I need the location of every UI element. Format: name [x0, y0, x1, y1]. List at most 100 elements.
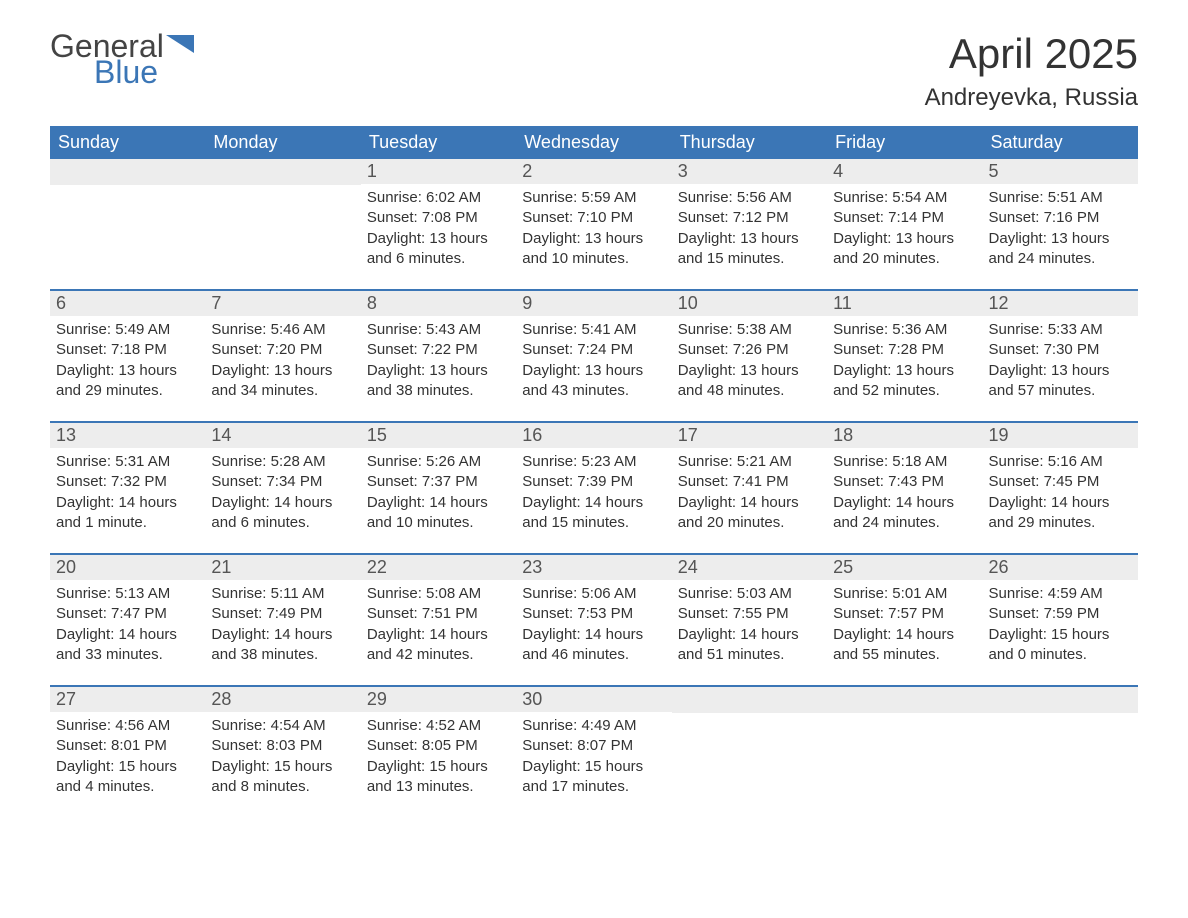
sunrise-text: Sunrise: 5:46 AM — [211, 320, 354, 340]
sunset-text: Sunset: 7:45 PM — [989, 472, 1132, 492]
sunset-text: Sunset: 7:16 PM — [989, 208, 1132, 228]
day-cell: 25Sunrise: 5:01 AMSunset: 7:57 PMDayligh… — [827, 555, 982, 685]
sunrise-text: Sunrise: 5:08 AM — [367, 584, 510, 604]
sunset-text: Sunset: 8:07 PM — [522, 736, 665, 756]
day-number: 25 — [827, 555, 982, 580]
calendar: Sunday Monday Tuesday Wednesday Thursday… — [50, 126, 1138, 817]
day-number-bar-empty — [827, 687, 982, 713]
daylight-text: Daylight: 15 hours and 13 minutes. — [367, 757, 510, 798]
daylight-text: Daylight: 14 hours and 15 minutes. — [522, 493, 665, 534]
day-number-bar-empty — [983, 687, 1138, 713]
sunset-text: Sunset: 7:51 PM — [367, 604, 510, 624]
day-number: 6 — [50, 291, 205, 316]
sunrise-text: Sunrise: 5:28 AM — [211, 452, 354, 472]
sunrise-text: Sunrise: 5:06 AM — [522, 584, 665, 604]
sunrise-text: Sunrise: 5:54 AM — [833, 188, 976, 208]
day-cell: 17Sunrise: 5:21 AMSunset: 7:41 PMDayligh… — [672, 423, 827, 553]
location-label: Andreyevka, Russia — [925, 84, 1138, 112]
daylight-text: Daylight: 15 hours and 17 minutes. — [522, 757, 665, 798]
day-number-bar-empty — [50, 159, 205, 185]
day-cell: 28Sunrise: 4:54 AMSunset: 8:03 PMDayligh… — [205, 687, 360, 817]
day-number: 30 — [516, 687, 671, 712]
day-cell: 11Sunrise: 5:36 AMSunset: 7:28 PMDayligh… — [827, 291, 982, 421]
sunrise-text: Sunrise: 5:51 AM — [989, 188, 1132, 208]
sunrise-text: Sunrise: 5:31 AM — [56, 452, 199, 472]
daylight-text: Daylight: 13 hours and 57 minutes. — [989, 361, 1132, 402]
daylight-text: Daylight: 14 hours and 6 minutes. — [211, 493, 354, 534]
sunset-text: Sunset: 7:47 PM — [56, 604, 199, 624]
day-cell: 6Sunrise: 5:49 AMSunset: 7:18 PMDaylight… — [50, 291, 205, 421]
day-content: Sunrise: 4:52 AMSunset: 8:05 PMDaylight:… — [361, 712, 516, 807]
weekday-header: Monday — [205, 126, 360, 159]
sunset-text: Sunset: 7:08 PM — [367, 208, 510, 228]
day-cell: 5Sunrise: 5:51 AMSunset: 7:16 PMDaylight… — [983, 159, 1138, 289]
day-cell: 14Sunrise: 5:28 AMSunset: 7:34 PMDayligh… — [205, 423, 360, 553]
sunset-text: Sunset: 7:43 PM — [833, 472, 976, 492]
day-cell: 19Sunrise: 5:16 AMSunset: 7:45 PMDayligh… — [983, 423, 1138, 553]
day-content: Sunrise: 5:11 AMSunset: 7:49 PMDaylight:… — [205, 580, 360, 675]
day-content: Sunrise: 5:49 AMSunset: 7:18 PMDaylight:… — [50, 316, 205, 411]
sunset-text: Sunset: 7:12 PM — [678, 208, 821, 228]
day-content: Sunrise: 5:31 AMSunset: 7:32 PMDaylight:… — [50, 448, 205, 543]
day-content: Sunrise: 5:16 AMSunset: 7:45 PMDaylight:… — [983, 448, 1138, 543]
sunrise-text: Sunrise: 5:38 AM — [678, 320, 821, 340]
day-number: 20 — [50, 555, 205, 580]
day-content: Sunrise: 5:21 AMSunset: 7:41 PMDaylight:… — [672, 448, 827, 543]
day-number-bar-empty — [672, 687, 827, 713]
sunset-text: Sunset: 7:55 PM — [678, 604, 821, 624]
day-content: Sunrise: 6:02 AMSunset: 7:08 PMDaylight:… — [361, 184, 516, 279]
sunrise-text: Sunrise: 4:54 AM — [211, 716, 354, 736]
day-number: 26 — [983, 555, 1138, 580]
weekday-header: Saturday — [983, 126, 1138, 159]
day-cell: 10Sunrise: 5:38 AMSunset: 7:26 PMDayligh… — [672, 291, 827, 421]
sunrise-text: Sunrise: 5:26 AM — [367, 452, 510, 472]
daylight-text: Daylight: 14 hours and 10 minutes. — [367, 493, 510, 534]
day-content: Sunrise: 5:43 AMSunset: 7:22 PMDaylight:… — [361, 316, 516, 411]
week-row: 13Sunrise: 5:31 AMSunset: 7:32 PMDayligh… — [50, 421, 1138, 553]
sunset-text: Sunset: 7:10 PM — [522, 208, 665, 228]
daylight-text: Daylight: 14 hours and 55 minutes. — [833, 625, 976, 666]
day-number: 17 — [672, 423, 827, 448]
day-number: 21 — [205, 555, 360, 580]
daylight-text: Daylight: 14 hours and 51 minutes. — [678, 625, 821, 666]
day-cell: 20Sunrise: 5:13 AMSunset: 7:47 PMDayligh… — [50, 555, 205, 685]
sunrise-text: Sunrise: 5:41 AM — [522, 320, 665, 340]
sunrise-text: Sunrise: 4:56 AM — [56, 716, 199, 736]
day-content: Sunrise: 4:54 AMSunset: 8:03 PMDaylight:… — [205, 712, 360, 807]
day-number: 12 — [983, 291, 1138, 316]
day-content: Sunrise: 5:26 AMSunset: 7:37 PMDaylight:… — [361, 448, 516, 543]
day-cell — [672, 687, 827, 817]
day-cell: 21Sunrise: 5:11 AMSunset: 7:49 PMDayligh… — [205, 555, 360, 685]
day-cell: 12Sunrise: 5:33 AMSunset: 7:30 PMDayligh… — [983, 291, 1138, 421]
day-cell: 23Sunrise: 5:06 AMSunset: 7:53 PMDayligh… — [516, 555, 671, 685]
daylight-text: Daylight: 14 hours and 1 minute. — [56, 493, 199, 534]
sunset-text: Sunset: 8:05 PM — [367, 736, 510, 756]
daylight-text: Daylight: 15 hours and 8 minutes. — [211, 757, 354, 798]
day-content: Sunrise: 5:51 AMSunset: 7:16 PMDaylight:… — [983, 184, 1138, 279]
day-cell: 22Sunrise: 5:08 AMSunset: 7:51 PMDayligh… — [361, 555, 516, 685]
day-cell: 1Sunrise: 6:02 AMSunset: 7:08 PMDaylight… — [361, 159, 516, 289]
daylight-text: Daylight: 13 hours and 20 minutes. — [833, 229, 976, 270]
sunset-text: Sunset: 7:53 PM — [522, 604, 665, 624]
day-content: Sunrise: 5:13 AMSunset: 7:47 PMDaylight:… — [50, 580, 205, 675]
day-content: Sunrise: 5:36 AMSunset: 7:28 PMDaylight:… — [827, 316, 982, 411]
sunrise-text: Sunrise: 4:59 AM — [989, 584, 1132, 604]
sunset-text: Sunset: 7:32 PM — [56, 472, 199, 492]
sunset-text: Sunset: 7:57 PM — [833, 604, 976, 624]
sunrise-text: Sunrise: 6:02 AM — [367, 188, 510, 208]
daylight-text: Daylight: 14 hours and 33 minutes. — [56, 625, 199, 666]
sunset-text: Sunset: 7:18 PM — [56, 340, 199, 360]
day-cell: 7Sunrise: 5:46 AMSunset: 7:20 PMDaylight… — [205, 291, 360, 421]
day-number: 13 — [50, 423, 205, 448]
weekday-header: Friday — [827, 126, 982, 159]
day-cell: 3Sunrise: 5:56 AMSunset: 7:12 PMDaylight… — [672, 159, 827, 289]
day-cell — [205, 159, 360, 289]
daylight-text: Daylight: 13 hours and 6 minutes. — [367, 229, 510, 270]
sunset-text: Sunset: 7:28 PM — [833, 340, 976, 360]
daylight-text: Daylight: 13 hours and 29 minutes. — [56, 361, 199, 402]
day-number: 14 — [205, 423, 360, 448]
day-number: 3 — [672, 159, 827, 184]
day-content: Sunrise: 5:56 AMSunset: 7:12 PMDaylight:… — [672, 184, 827, 279]
day-number: 27 — [50, 687, 205, 712]
sunset-text: Sunset: 7:22 PM — [367, 340, 510, 360]
